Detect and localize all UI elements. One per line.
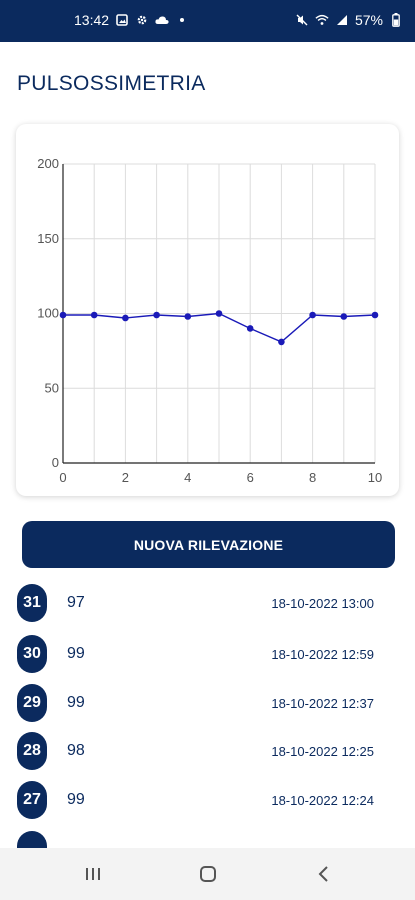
measurement-id-badge: 31	[17, 584, 47, 622]
signal-icon	[335, 13, 349, 27]
x-tick-label: 0	[59, 470, 66, 485]
data-point	[122, 314, 129, 322]
measurement-id-badge: 30	[17, 635, 47, 673]
measurement-date: 18-10-2022 13:00	[271, 596, 374, 611]
list-item[interactable]: 31 97 18-10-2022 13:00	[14, 580, 404, 626]
status-time: 13:42	[74, 12, 110, 28]
y-tick-label: 50	[45, 380, 59, 395]
pulse-oximetry-chart: 0 50 100 150 200 0 2 4 6 8 10	[37, 156, 382, 485]
list-item[interactable]	[14, 827, 404, 848]
back-icon	[318, 866, 328, 882]
list-item[interactable]: 28 98 18-10-2022 12:25	[14, 728, 404, 774]
measurement-date: 18-10-2022 12:37	[271, 696, 374, 711]
recent-apps-icon	[86, 868, 100, 880]
measurement-value: 98	[67, 742, 85, 759]
measurement-date: 18-10-2022 12:59	[271, 647, 374, 662]
data-point	[340, 313, 348, 320]
y-tick-label: 150	[37, 231, 59, 246]
mute-icon	[295, 13, 309, 27]
system-nav-bar	[0, 848, 415, 900]
x-tick-label: 2	[122, 470, 129, 485]
home-icon	[200, 866, 216, 882]
measurement-value: 99	[67, 645, 85, 662]
x-tick-label: 8	[309, 470, 316, 485]
y-tick-label: 100	[37, 306, 59, 321]
list-item[interactable]: 29 99 18-10-2022 12:37	[14, 680, 404, 726]
data-point	[215, 310, 223, 317]
data-point	[371, 311, 379, 319]
settings-icon	[135, 13, 149, 27]
data-point	[184, 313, 192, 320]
back-button[interactable]	[312, 862, 336, 886]
measurements-list[interactable]: 31 97 18-10-2022 13:00 30 99 18-10-2022 …	[0, 580, 415, 848]
new-measurement-button[interactable]: NUOVA RILEVAZIONE	[22, 521, 395, 568]
data-point	[153, 311, 160, 319]
battery-percent: 57%	[354, 12, 383, 28]
measurement-value: 99	[67, 791, 85, 808]
measurement-id-badge: 27	[17, 781, 47, 819]
measurement-value: 99	[67, 694, 85, 711]
chart-card: 0 50 100 150 200 0 2 4 6 8 10	[16, 124, 399, 496]
x-tick-label: 6	[247, 470, 254, 485]
measurement-id-badge	[17, 831, 47, 848]
measurement-id-badge: 29	[17, 684, 47, 722]
measurement-value: 97	[67, 594, 85, 611]
dot-icon	[175, 13, 189, 27]
y-tick-label: 0	[52, 455, 59, 470]
list-item[interactable]: 27 99 18-10-2022 12:24	[14, 777, 404, 823]
cloud-icon	[155, 13, 169, 27]
status-bar: 13:42 57%	[0, 0, 415, 42]
recent-apps-button[interactable]	[81, 862, 105, 886]
y-tick-label: 200	[37, 156, 59, 171]
measurement-date: 18-10-2022 12:24	[271, 793, 374, 808]
x-tick-label: 10	[368, 470, 382, 485]
gallery-icon	[115, 13, 129, 27]
home-button[interactable]	[196, 862, 220, 886]
measurement-id-badge: 28	[17, 732, 47, 770]
list-item[interactable]: 30 99 18-10-2022 12:59	[14, 631, 404, 677]
data-point	[90, 311, 98, 319]
data-point	[246, 325, 254, 332]
measurement-date: 18-10-2022 12:25	[271, 744, 374, 759]
data-point	[278, 338, 285, 346]
x-tick-label: 4	[184, 470, 191, 485]
data-point	[309, 311, 316, 319]
battery-icon	[389, 13, 403, 27]
wifi-icon	[315, 13, 329, 27]
page-title: PULSOSSIMETRIA	[17, 72, 206, 95]
data-point	[59, 311, 67, 319]
